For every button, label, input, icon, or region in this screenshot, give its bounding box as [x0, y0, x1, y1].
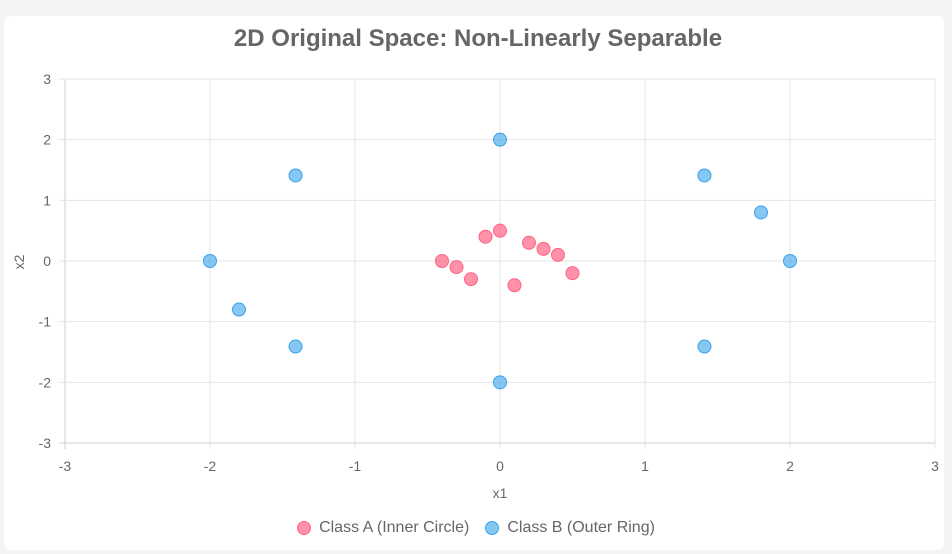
class-a-point[interactable]: [565, 266, 580, 281]
class-a-point[interactable]: [522, 235, 536, 250]
class-b-point[interactable]: [697, 339, 712, 354]
legend: Class A (Inner Circle) Class B (Outer Ri…: [0, 516, 952, 540]
y-tick-label: -2: [39, 374, 52, 390]
legend-swatch-class-a: [297, 521, 312, 535]
legend-swatch-class-b: [485, 521, 500, 535]
chart-title: 2D Original Space: Non-Linearly Separabl…: [234, 25, 722, 52]
y-tick-label: -1: [39, 314, 52, 330]
x-tick-label: 0: [496, 458, 504, 474]
data-points: [203, 132, 797, 390]
x-axis-label: x1: [493, 485, 508, 501]
y-tick-label: 1: [43, 192, 51, 208]
class-b-point[interactable]: [493, 375, 507, 390]
class-b-point[interactable]: [288, 339, 303, 354]
legend-label-class-b: Class B (Outer Ring): [507, 519, 655, 536]
class-b-point[interactable]: [288, 168, 303, 183]
y-axis-label: x2: [11, 254, 27, 269]
class-a-point[interactable]: [435, 254, 449, 268]
class-b-point[interactable]: [783, 254, 797, 268]
class-a-point[interactable]: [449, 260, 464, 275]
x-tick-label: 2: [786, 458, 794, 474]
y-tick-label: 0: [43, 253, 51, 269]
x-tick-label: 3: [931, 458, 939, 474]
class-b-point[interactable]: [232, 302, 246, 317]
tick-labels: -3 -2 -1 0 1 2 3 -3 -2 -1 0 1 2 3: [39, 71, 940, 474]
class-b-point[interactable]: [754, 205, 768, 220]
legend-item-class-b[interactable]: Class B (Outer Ring): [485, 519, 655, 537]
y-tick-label: -3: [39, 435, 52, 451]
class-a-point[interactable]: [464, 272, 478, 287]
y-tick-label: 2: [43, 132, 51, 148]
y-tick-label: 3: [43, 71, 51, 87]
class-a-point[interactable]: [551, 247, 565, 262]
x-tick-label: 1: [641, 458, 649, 474]
x-tick-label: -2: [204, 458, 217, 474]
legend-item-class-a[interactable]: Class A (Inner Circle): [297, 519, 469, 537]
x-tick-label: -3: [59, 458, 72, 474]
x-tick-label: -1: [349, 458, 362, 474]
class-b-point[interactable]: [697, 168, 712, 183]
class-a-point[interactable]: [536, 241, 551, 256]
class-b-point[interactable]: [203, 254, 217, 268]
class-a-point[interactable]: [507, 278, 522, 293]
class-b-point[interactable]: [493, 132, 507, 147]
class-a-point[interactable]: [493, 223, 507, 238]
legend-label-class-a: Class A (Inner Circle): [319, 519, 470, 536]
class-a-point[interactable]: [478, 229, 493, 244]
